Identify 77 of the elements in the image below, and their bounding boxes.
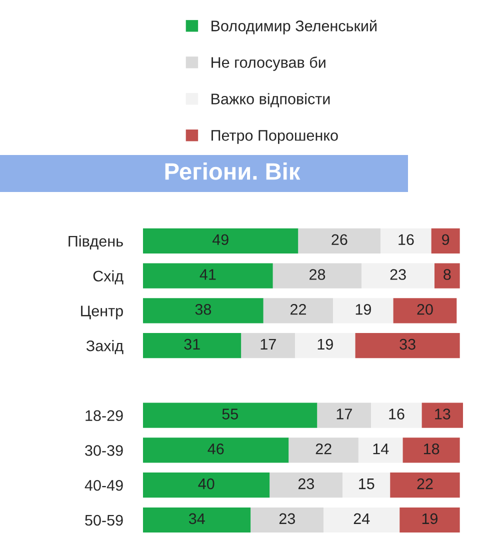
data-label: 19 bbox=[422, 513, 438, 524]
y-tick-label: Захід bbox=[86, 340, 124, 354]
bar bbox=[355, 333, 460, 358]
data-label: 46 bbox=[208, 444, 224, 454]
y-tick-label: 30-39 bbox=[85, 445, 123, 456]
data-label: 9 bbox=[442, 234, 450, 246]
bar bbox=[362, 263, 434, 288]
bar bbox=[422, 402, 463, 428]
data-label: 55 bbox=[222, 408, 238, 420]
data-label: 15 bbox=[359, 478, 374, 490]
bar bbox=[241, 333, 296, 358]
bar bbox=[358, 438, 403, 463]
y-tick-label: 50-59 bbox=[85, 514, 123, 526]
bar bbox=[342, 472, 390, 498]
bar bbox=[143, 507, 251, 533]
legend-label: Важко відповісти bbox=[212, 93, 330, 108]
data-label: 34 bbox=[188, 513, 205, 524]
y-tick-label: Південь bbox=[68, 235, 123, 250]
data-label: 22 bbox=[417, 478, 433, 490]
data-label: 31 bbox=[184, 338, 200, 350]
data-label: 14 bbox=[373, 444, 389, 454]
data-label: 23 bbox=[298, 478, 314, 490]
bar bbox=[324, 507, 400, 533]
legend-label: Не голосував би bbox=[212, 56, 326, 71]
bar bbox=[333, 298, 394, 324]
y-tick-label: Центр bbox=[81, 306, 123, 320]
data-label: 38 bbox=[195, 304, 212, 315]
bar bbox=[272, 263, 362, 288]
bar bbox=[393, 298, 457, 324]
bar bbox=[380, 228, 432, 254]
data-label: 49 bbox=[212, 234, 228, 246]
data-label: 18 bbox=[424, 444, 440, 454]
data-label: 16 bbox=[398, 234, 414, 246]
bar bbox=[263, 298, 334, 324]
bar bbox=[400, 507, 460, 533]
bar bbox=[143, 298, 264, 324]
chart-title: Регіони. Вік bbox=[165, 162, 300, 180]
bar bbox=[143, 438, 289, 463]
data-label: 24 bbox=[354, 513, 370, 524]
data-label: 41 bbox=[200, 269, 216, 280]
bar bbox=[431, 228, 460, 254]
data-label: 17 bbox=[336, 408, 352, 420]
data-label: 23 bbox=[279, 513, 295, 524]
data-label: 22 bbox=[316, 444, 332, 454]
bar bbox=[143, 472, 270, 498]
data-label: 22 bbox=[290, 304, 306, 315]
data-label: 26 bbox=[332, 234, 348, 246]
bar bbox=[402, 438, 460, 463]
data-label: 17 bbox=[260, 339, 276, 350]
bar bbox=[317, 402, 372, 428]
bar bbox=[371, 402, 422, 428]
data-label: 16 bbox=[389, 408, 404, 420]
bar bbox=[270, 472, 343, 498]
legend-label: Петро Порошенко bbox=[212, 130, 338, 144]
data-label: 19 bbox=[356, 304, 371, 315]
bar bbox=[288, 438, 358, 463]
data-label: 33 bbox=[400, 338, 416, 350]
data-label: 8 bbox=[444, 269, 451, 280]
bar bbox=[250, 507, 324, 533]
legend-label: Володимир Зеленський bbox=[212, 20, 376, 34]
data-label: 40 bbox=[198, 478, 214, 490]
y-tick-label: Схід bbox=[93, 270, 124, 284]
bar bbox=[390, 472, 460, 498]
y-tick-label: 40-49 bbox=[84, 480, 123, 491]
data-label: 19 bbox=[318, 338, 333, 350]
data-label: 23 bbox=[390, 269, 406, 280]
data-label: 28 bbox=[310, 269, 326, 280]
y-tick-label: 18-29 bbox=[86, 410, 123, 422]
data-label: 13 bbox=[435, 408, 450, 420]
bar bbox=[295, 333, 356, 358]
bar bbox=[298, 228, 381, 254]
bar bbox=[143, 402, 318, 428]
data-label: 20 bbox=[417, 304, 433, 315]
bar bbox=[143, 228, 298, 254]
bar bbox=[143, 333, 242, 358]
bar bbox=[434, 263, 460, 288]
bar bbox=[143, 263, 273, 288]
